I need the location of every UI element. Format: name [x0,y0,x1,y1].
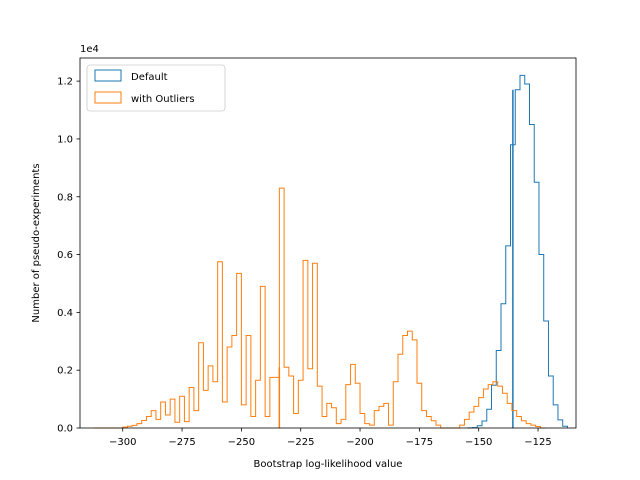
y-tick-label: 0.4 [57,308,73,319]
x-tick-label: −125 [524,437,551,448]
y-tick-label: 0.8 [57,192,73,203]
y-offset-text: 1e4 [80,44,99,55]
y-axis-ticks: 0.0 0.2 0.4 0.6 0.8 1.0 1.2 [57,77,80,435]
x-tick-label: −250 [228,437,255,448]
y-tick-label: 1.0 [57,134,73,145]
y-tick-label: 0.0 [57,424,73,435]
histogram-series-0 [467,74,568,429]
y-tick-label: 0.2 [57,366,73,377]
plot-area [79,57,577,429]
x-tick-label: −275 [168,437,195,448]
y-tick-label: 0.6 [57,250,73,261]
legend-swatch-default [94,69,122,82]
legend-label-outliers: with Outliers [131,94,195,105]
x-tick-label: −175 [406,437,433,448]
x-tick-label: −300 [109,437,136,448]
axes-background [80,58,576,428]
y-tick-label: 1.2 [57,77,73,88]
x-axis-label: Bootstrap log-likelihood value [254,459,403,470]
axes-frame [79,57,577,429]
histogram-series-1 [94,187,546,429]
x-tick-label: −150 [465,437,492,448]
legend: Default with Outliers [86,64,226,112]
x-tick-label: −225 [287,437,314,448]
x-axis-ticks: −300 −275 −250 −225 −200 −175 −150 −125 [109,428,552,448]
y-axis-label: Number of pseudo-experiments [31,163,42,322]
legend-swatch-outliers [94,91,122,104]
series-layer [94,74,568,429]
legend-label-default: Default [131,72,168,83]
x-tick-label: −200 [346,437,373,448]
